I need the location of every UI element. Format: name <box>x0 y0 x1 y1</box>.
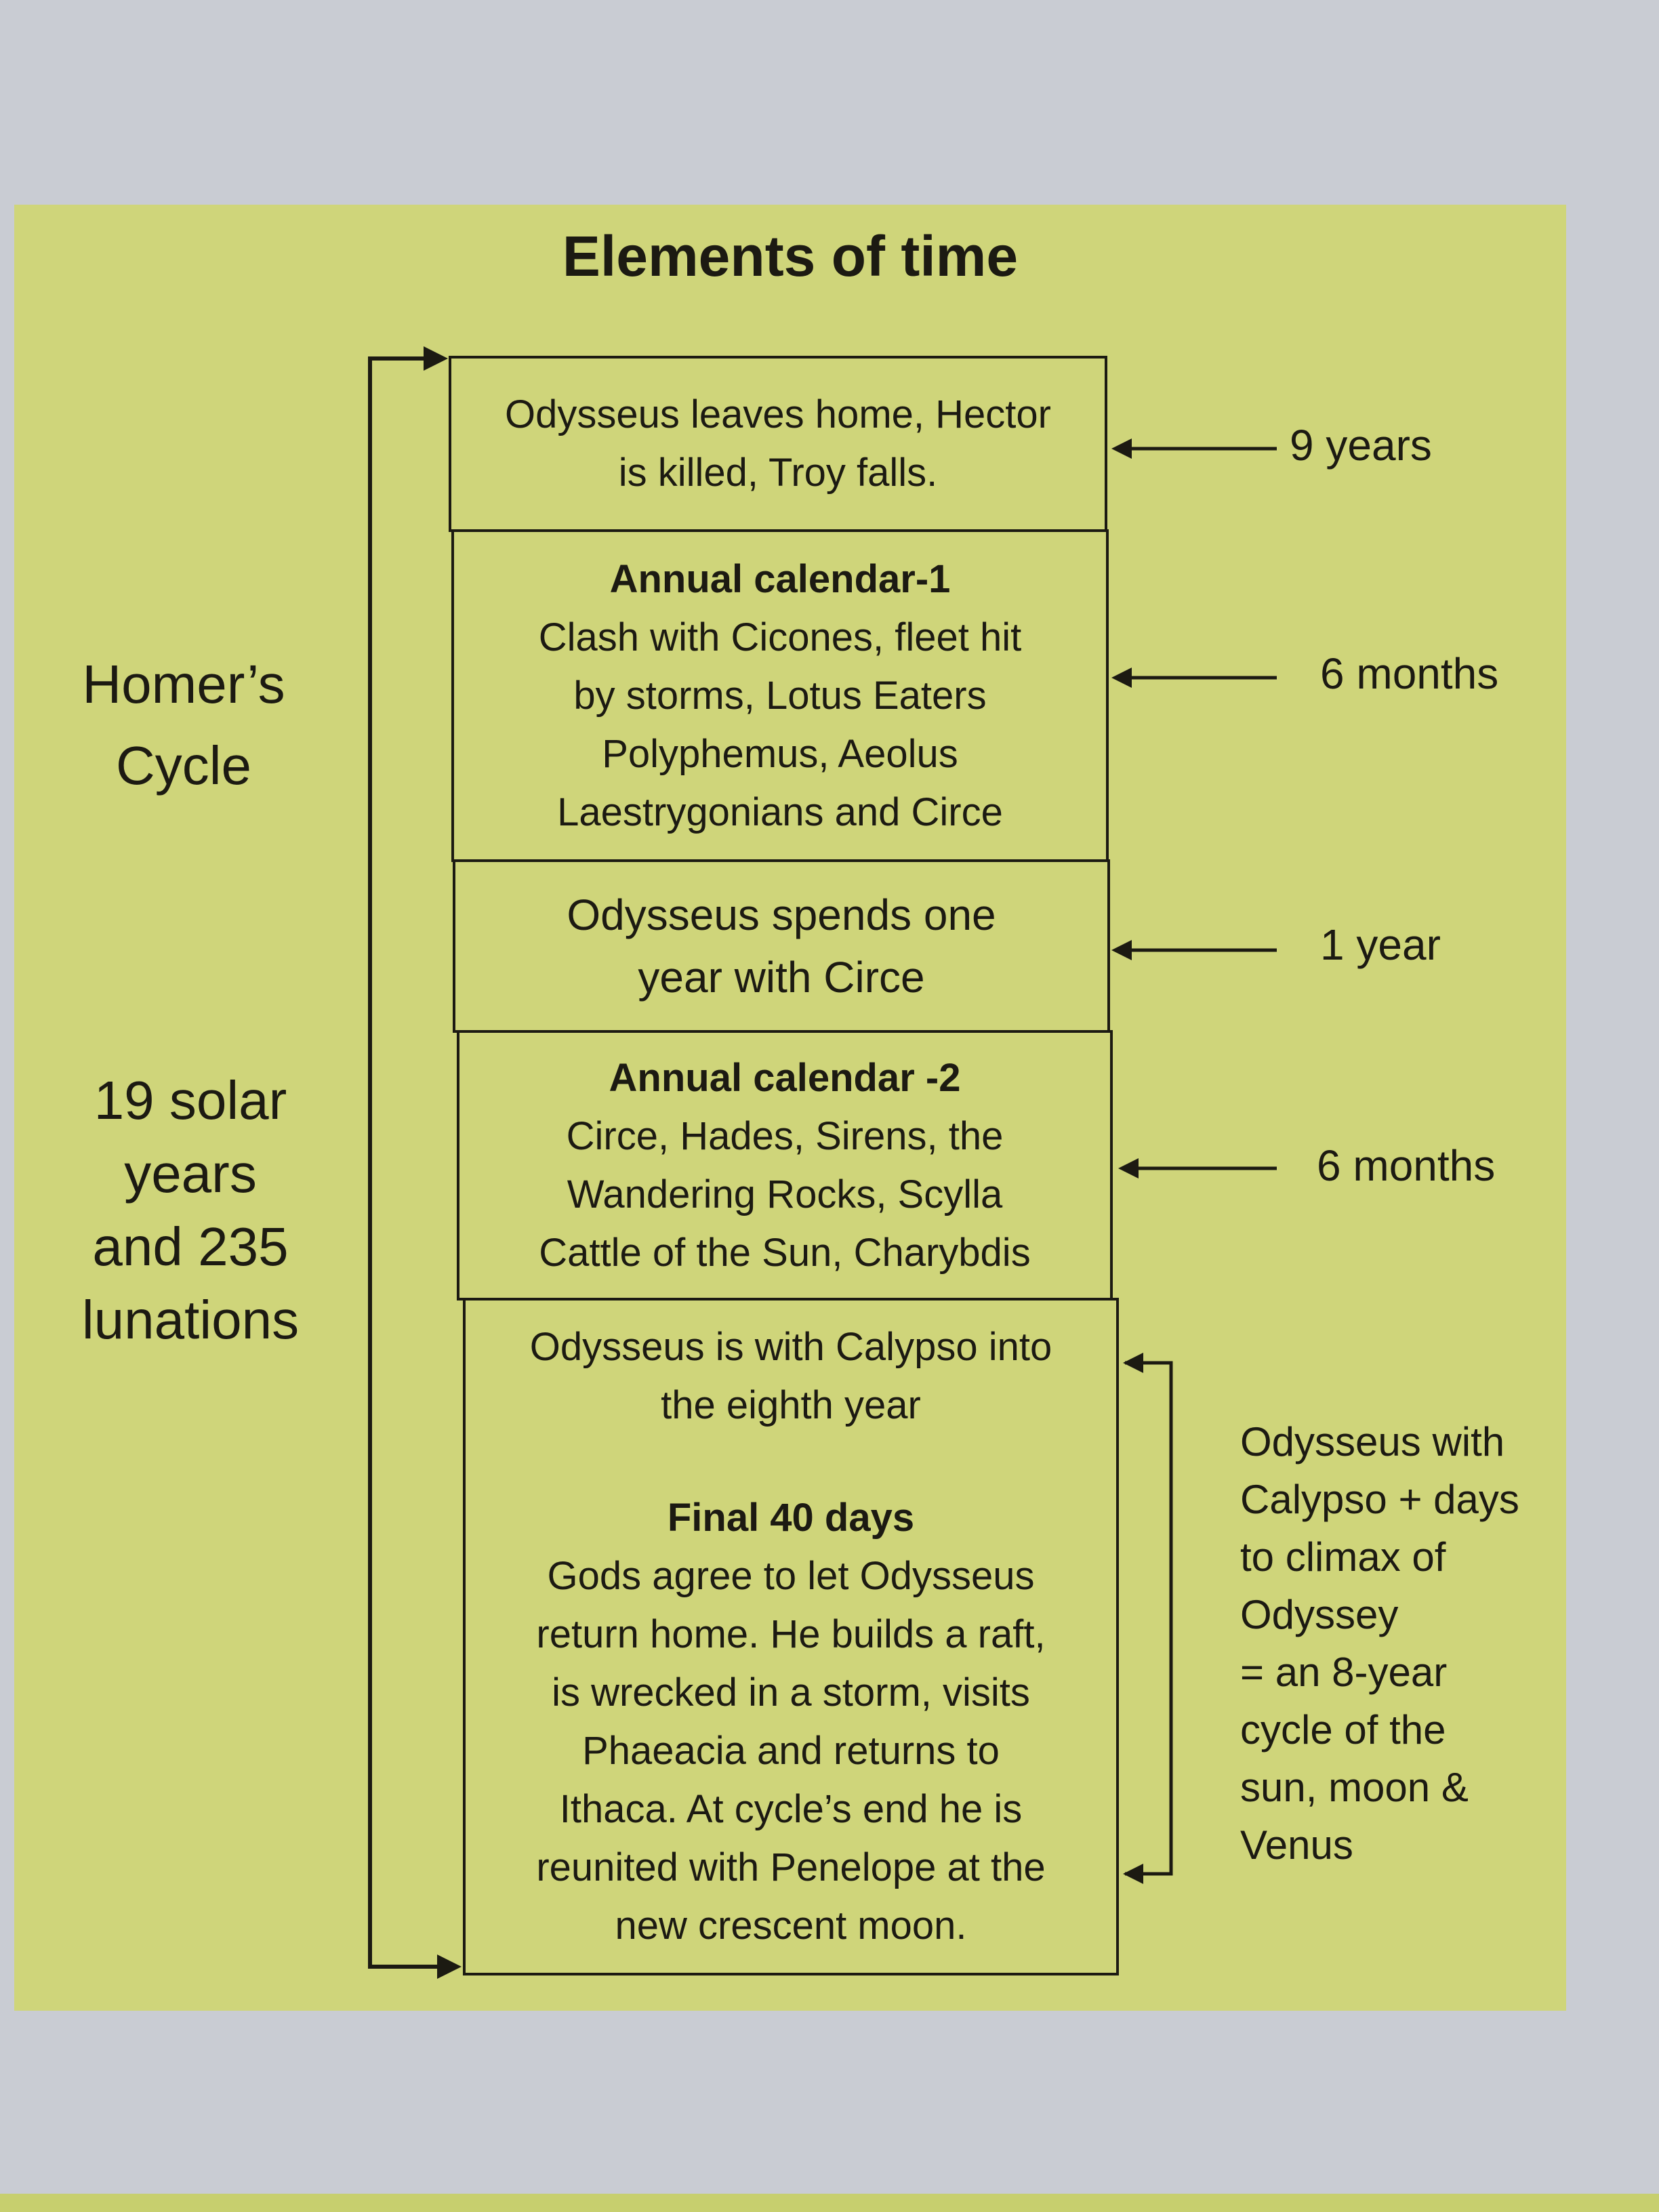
box-line: by storms, Lotus Eaters <box>573 673 987 718</box>
box-line: Laestrygonians and Circe <box>557 790 1003 834</box>
solar-years-label: 19 solar years and 235 lunations <box>55 1064 326 1357</box>
solar-line: lunations <box>81 1290 300 1350</box>
homers-cycle-line: Homer’s <box>82 654 285 714</box>
box-line: Phaeacia and returns to <box>582 1729 1000 1773</box>
note-line: sun, moon & <box>1240 1765 1469 1810</box>
box-line: Odysseus spends one <box>567 890 996 939</box>
box-heading: Final 40 days <box>667 1496 915 1540</box>
box-line: Odysseus is with Calypso into <box>529 1325 1052 1369</box>
box-calypso: Odysseus is with Calypso into the eighth… <box>463 1298 1119 1975</box>
diagram-title: Elements of time <box>562 224 1019 288</box>
box-annual-calendar-1: Annual calendar-1 Clash with Cicones, fl… <box>451 529 1109 862</box>
note-line: to climax of <box>1240 1534 1446 1580</box>
box-line: is killed, Troy falls. <box>618 451 938 495</box>
homers-cycle-line: Cycle <box>115 735 252 796</box>
solar-line: 19 solar <box>94 1070 287 1130</box>
box-line: year with Circe <box>638 953 925 1002</box>
box-line: is wrecked in a storm, visits <box>552 1671 1030 1715</box>
solar-line: and 235 <box>92 1216 289 1277</box>
duration-1-year: 1 year <box>1320 920 1441 969</box>
duration-6-months-2: 6 months <box>1317 1141 1496 1190</box>
note-line: = an 8-year <box>1240 1650 1448 1695</box>
duration-6-months-1: 6 months <box>1320 649 1499 698</box>
solar-line: years <box>124 1143 257 1204</box>
note-line: Venus <box>1240 1822 1353 1868</box>
box-line: Gods agree to let Odysseus <box>547 1554 1035 1598</box>
diagram-panel <box>14 205 1566 2011</box>
box-line: Ithaca. At cycle’s end he is <box>559 1787 1023 1831</box>
box-line: reunited with Penelope at the <box>536 1845 1046 1889</box>
duration-9-years: 9 years <box>1290 421 1432 470</box>
box-line: the eighth year <box>661 1383 921 1427</box>
box-line: Wandering Rocks, Scylla <box>567 1172 1003 1216</box>
box-heading: Annual calendar -2 <box>609 1055 961 1100</box>
homers-cycle-label: Homer’s Cycle <box>48 644 319 806</box>
box-leaves-home: Odysseus leaves home, Hector is killed, … <box>449 356 1107 532</box>
box-line: Cattle of the Sun, Charybdis <box>539 1230 1031 1275</box>
next-slide-edge <box>0 2194 1659 2212</box>
box-line: return home. He builds a raft, <box>536 1612 1046 1656</box>
box-line: Circe, Hades, Sirens, the <box>566 1113 1004 1158</box>
note-line: Calypso + days <box>1240 1477 1519 1522</box>
calypso-note: Odysseus with Calypso + days to climax o… <box>1240 1413 1519 1874</box>
box-year-with-circe: Odysseus spends one year with Circe <box>453 859 1110 1033</box>
box-heading: Annual calendar-1 <box>609 556 951 601</box>
box-line: Polyphemus, Aeolus <box>602 731 958 776</box>
calypso-bracket <box>1125 1361 1173 1876</box>
cycle-loop-arrow <box>368 346 448 1969</box>
note-line: Odysseus with <box>1240 1419 1505 1465</box>
box-line: new crescent moon. <box>615 1904 967 1948</box>
box-line: Clash with Cicones, fleet hit <box>538 615 1022 659</box>
note-line: cycle of the <box>1240 1707 1446 1753</box>
note-line: Odyssey <box>1240 1592 1399 1637</box>
box-line: Odysseus leaves home, Hector <box>505 392 1051 436</box>
box-annual-calendar-2: Annual calendar -2 Circe, Hades, Sirens,… <box>457 1030 1113 1300</box>
